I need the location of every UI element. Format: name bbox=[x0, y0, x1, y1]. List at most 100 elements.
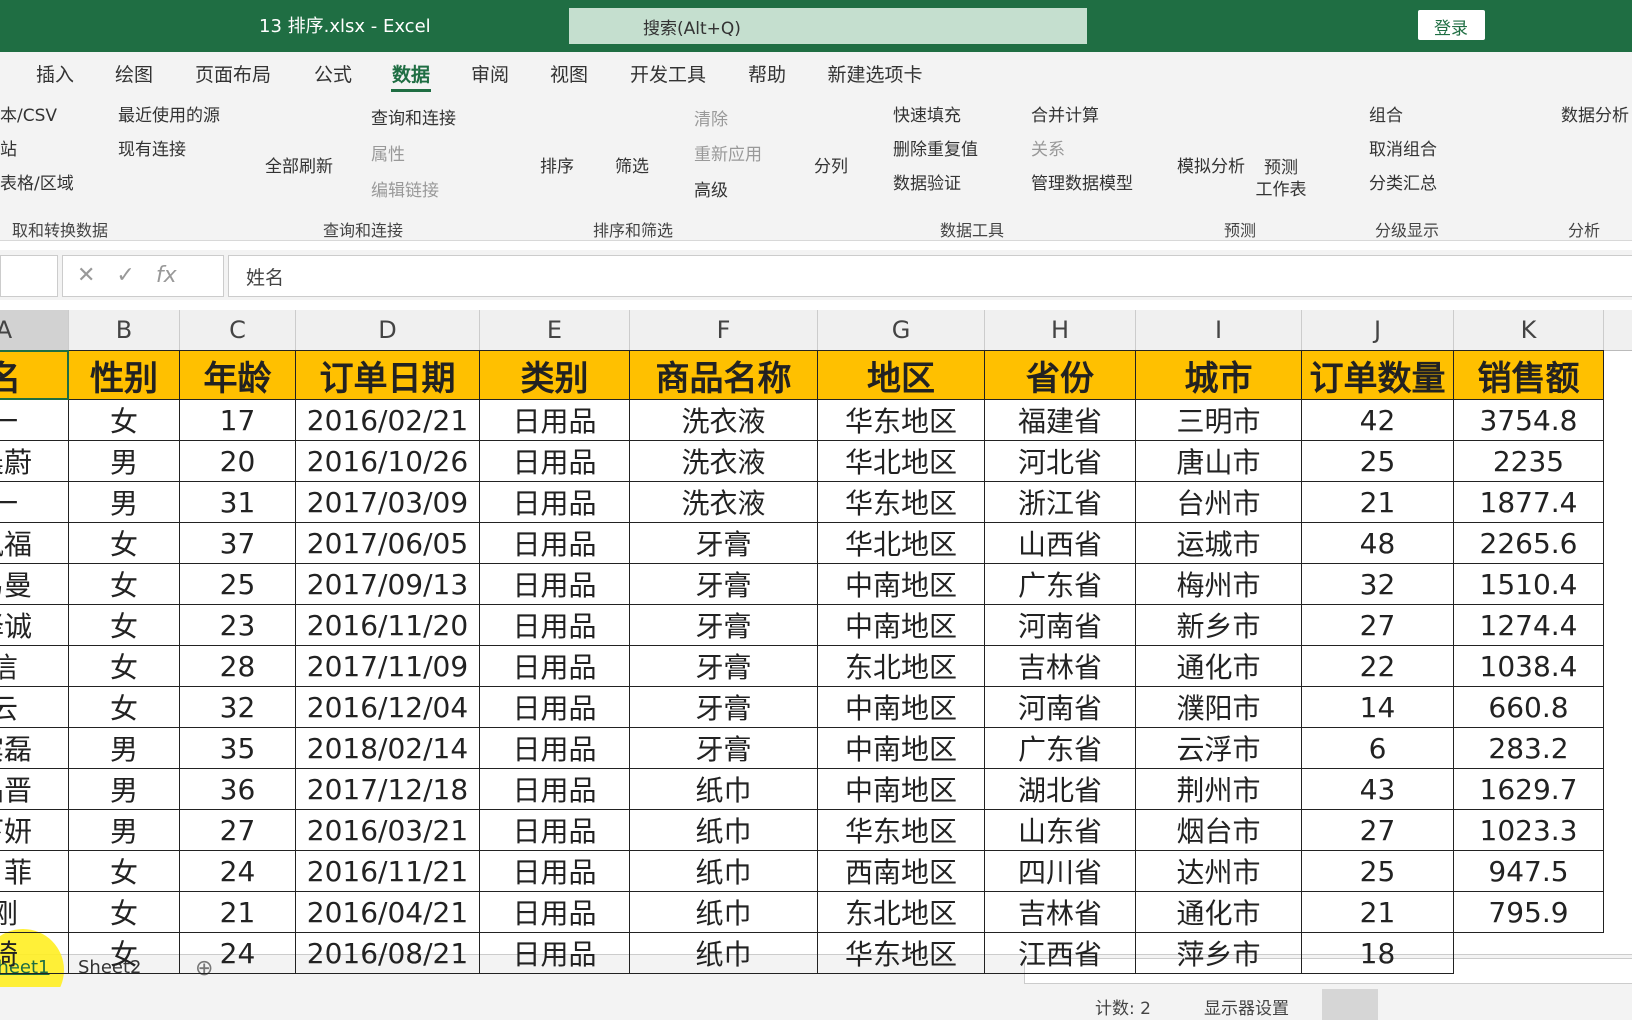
data-cell[interactable]: 下妍 bbox=[0, 810, 69, 851]
column-header[interactable]: E bbox=[480, 310, 630, 350]
data-cell[interactable]: 日用品 bbox=[480, 728, 630, 769]
data-cell[interactable]: 日用品 bbox=[480, 441, 630, 482]
data-cell[interactable]: 云 bbox=[0, 687, 69, 728]
data-cell[interactable]: 283.2 bbox=[1454, 728, 1604, 769]
data-cell[interactable]: 通化市 bbox=[1136, 892, 1302, 933]
data-cell[interactable]: 河南省 bbox=[985, 687, 1136, 728]
data-cell[interactable]: 1274.4 bbox=[1454, 605, 1604, 646]
ribbon-item[interactable]: 本/CSV bbox=[0, 106, 58, 126]
data-cell[interactable]: 浙江省 bbox=[985, 482, 1136, 523]
ribbon-tab[interactable]: 视图 bbox=[549, 64, 589, 86]
ribbon-tab[interactable]: 公式 bbox=[313, 64, 353, 86]
header-cell[interactable]: 省份 bbox=[985, 350, 1136, 400]
data-cell[interactable]: 通化市 bbox=[1136, 646, 1302, 687]
ribbon-item[interactable]: 属性 bbox=[371, 145, 405, 165]
ribbon-tab[interactable]: 开发工具 bbox=[629, 64, 707, 86]
data-cell[interactable]: 濮阳市 bbox=[1136, 687, 1302, 728]
ribbon-tab[interactable]: 绘图 bbox=[114, 64, 154, 86]
data-cell[interactable]: 男 bbox=[69, 728, 180, 769]
data-cell[interactable]: 东北地区 bbox=[818, 892, 985, 933]
data-cell[interactable]: 6 bbox=[1302, 728, 1454, 769]
data-cell[interactable]: 日用品 bbox=[480, 646, 630, 687]
column-header[interactable]: K bbox=[1454, 310, 1604, 350]
data-cell[interactable]: 一 bbox=[0, 482, 69, 523]
data-cell[interactable]: 牙膏 bbox=[630, 564, 818, 605]
data-cell[interactable]: 女 bbox=[69, 646, 180, 687]
data-cell[interactable]: 947.5 bbox=[1454, 851, 1604, 892]
data-cell[interactable]: 纸巾 bbox=[630, 892, 818, 933]
data-cell[interactable]: 择诚 bbox=[0, 605, 69, 646]
data-cell[interactable]: 2265.6 bbox=[1454, 523, 1604, 564]
data-cell[interactable]: 37 bbox=[180, 523, 296, 564]
data-cell[interactable]: 烟台市 bbox=[1136, 810, 1302, 851]
data-cell[interactable]: 日用品 bbox=[480, 851, 630, 892]
ribbon-item[interactable]: 快速填充 bbox=[893, 106, 961, 126]
data-cell[interactable]: 华东地区 bbox=[818, 810, 985, 851]
data-cell[interactable]: 广东省 bbox=[985, 564, 1136, 605]
ribbon-item[interactable]: 管理数据模型 bbox=[1031, 174, 1133, 194]
data-cell[interactable]: 男 bbox=[69, 441, 180, 482]
data-cell[interactable]: 河南省 bbox=[985, 605, 1136, 646]
header-cell[interactable]: 年龄 bbox=[180, 350, 296, 400]
data-cell[interactable]: 24 bbox=[180, 851, 296, 892]
column-header[interactable]: J bbox=[1302, 310, 1454, 350]
data-cell[interactable]: 23 bbox=[180, 605, 296, 646]
data-cell[interactable]: 女 bbox=[69, 564, 180, 605]
data-cell[interactable]: 牙膏 bbox=[630, 687, 818, 728]
data-cell[interactable]: 21 bbox=[180, 892, 296, 933]
header-cell[interactable]: 订单日期 bbox=[296, 350, 480, 400]
data-cell[interactable]: 25 bbox=[1302, 851, 1454, 892]
data-cell[interactable]: 女 bbox=[69, 687, 180, 728]
ribbon-item[interactable]: 最近使用的源 bbox=[118, 106, 220, 126]
data-cell[interactable]: 男 bbox=[69, 482, 180, 523]
data-cell[interactable]: 日用品 bbox=[480, 769, 630, 810]
header-cell[interactable]: 订单数量 bbox=[1302, 350, 1454, 400]
name-box[interactable] bbox=[0, 255, 58, 297]
data-cell[interactable]: 660.8 bbox=[1454, 687, 1604, 728]
search-box[interactable] bbox=[569, 8, 1087, 44]
data-cell[interactable]: 2018/02/14 bbox=[296, 728, 480, 769]
column-header[interactable]: H bbox=[985, 310, 1136, 350]
data-cell[interactable]: 日用品 bbox=[480, 564, 630, 605]
ribbon-item[interactable]: 分类汇总 bbox=[1369, 174, 1437, 194]
data-cell[interactable]: 洗衣液 bbox=[630, 441, 818, 482]
ribbon-item[interactable]: 预测 工作表 bbox=[1255, 158, 1307, 200]
data-cell[interactable]: 牙膏 bbox=[630, 605, 818, 646]
ribbon-item[interactable]: 表格/区域 bbox=[0, 174, 74, 194]
data-cell[interactable]: 2016/08/21 bbox=[296, 933, 480, 974]
data-cell[interactable]: 凤福 bbox=[0, 523, 69, 564]
ribbon-item[interactable]: 查询和连接 bbox=[371, 109, 456, 129]
header-cell[interactable]: 城市 bbox=[1136, 350, 1302, 400]
data-cell[interactable]: 2016/03/21 bbox=[296, 810, 480, 851]
data-cell[interactable]: 江西省 bbox=[985, 933, 1136, 974]
data-cell[interactable]: 日用品 bbox=[480, 605, 630, 646]
data-cell[interactable]: 2016/04/21 bbox=[296, 892, 480, 933]
data-cell[interactable]: 18 bbox=[1302, 933, 1454, 974]
data-cell[interactable]: 日用品 bbox=[480, 482, 630, 523]
column-header[interactable]: D bbox=[296, 310, 480, 350]
ribbon-item[interactable]: 数据分析 bbox=[1561, 106, 1629, 126]
header-cell[interactable]: 销售额 bbox=[1454, 350, 1604, 400]
data-cell[interactable]: 日用品 bbox=[480, 687, 630, 728]
ribbon-item[interactable]: 排序 bbox=[540, 157, 574, 177]
data-cell[interactable]: 21 bbox=[1302, 482, 1454, 523]
data-cell[interactable]: 男 bbox=[69, 810, 180, 851]
data-cell[interactable]: 2235 bbox=[1454, 441, 1604, 482]
data-cell[interactable]: 28 bbox=[180, 646, 296, 687]
data-cell[interactable]: 2017/12/18 bbox=[296, 769, 480, 810]
data-cell[interactable]: 1510.4 bbox=[1454, 564, 1604, 605]
data-cell[interactable]: 22 bbox=[1302, 646, 1454, 687]
data-cell[interactable]: 吉林省 bbox=[985, 646, 1136, 687]
data-cell[interactable]: 2016/12/04 bbox=[296, 687, 480, 728]
ribbon-item[interactable]: 合并计算 bbox=[1031, 106, 1099, 126]
data-cell[interactable]: 华北地区 bbox=[818, 523, 985, 564]
data-cell[interactable]: 晶晋 bbox=[0, 769, 69, 810]
data-cell[interactable]: 21 bbox=[1302, 892, 1454, 933]
data-cell[interactable]: 女 bbox=[69, 523, 180, 564]
sheet-tab[interactable]: Sheet2 bbox=[78, 957, 142, 978]
ribbon-item[interactable]: 取消组合 bbox=[1369, 140, 1437, 160]
data-cell[interactable]: 华东地区 bbox=[818, 400, 985, 441]
data-cell[interactable]: 795.9 bbox=[1454, 892, 1604, 933]
ribbon-item[interactable]: 关系 bbox=[1031, 140, 1065, 160]
ribbon-item[interactable]: 重新应用 bbox=[694, 145, 762, 165]
